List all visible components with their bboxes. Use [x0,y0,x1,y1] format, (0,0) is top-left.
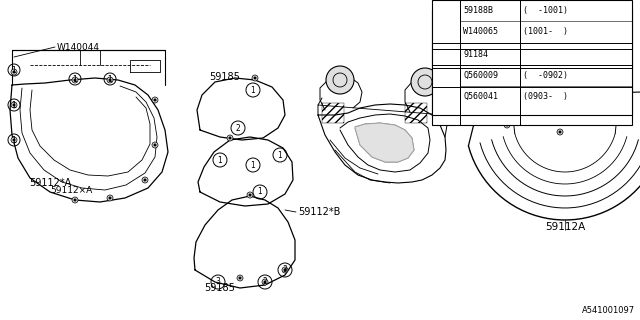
Circle shape [109,197,111,199]
Circle shape [13,71,15,73]
Circle shape [504,87,510,93]
Circle shape [411,68,439,96]
Text: 1: 1 [598,41,602,50]
Text: 59112A: 59112A [545,222,585,232]
Circle shape [227,135,233,141]
Circle shape [13,104,15,106]
Text: 59112*A: 59112*A [29,178,71,188]
Circle shape [504,122,510,128]
Circle shape [11,102,17,108]
Circle shape [142,177,148,183]
Circle shape [13,139,15,141]
Circle shape [264,281,266,283]
Circle shape [574,34,576,36]
Text: (1001-  ): (1001- ) [523,27,568,36]
Circle shape [517,9,523,15]
Circle shape [152,97,158,103]
Circle shape [557,129,563,135]
Text: 1: 1 [251,161,255,170]
Text: 1: 1 [108,75,113,84]
Circle shape [72,77,78,83]
Circle shape [519,11,521,13]
Circle shape [572,32,578,38]
Text: Q560009: Q560009 [463,70,498,79]
Circle shape [109,79,111,81]
Circle shape [609,44,611,46]
Circle shape [249,194,252,196]
Circle shape [72,197,78,203]
Text: (  -0902): ( -0902) [523,70,568,79]
Text: 59188B: 59188B [463,5,493,14]
Text: 2: 2 [444,50,449,59]
Text: 1: 1 [251,85,255,94]
Circle shape [511,54,513,56]
Text: 1: 1 [12,66,17,75]
Text: 59112×A: 59112×A [50,186,92,195]
Circle shape [239,277,241,279]
Circle shape [282,267,288,273]
Circle shape [614,109,616,111]
Circle shape [506,124,508,126]
Circle shape [522,19,524,21]
Circle shape [247,192,253,198]
Polygon shape [318,104,446,183]
Text: W140044: W140044 [542,18,585,27]
Bar [432,0,632,115]
Circle shape [559,131,561,133]
Text: 59112*B: 59112*B [298,207,340,217]
Circle shape [107,195,113,201]
Text: 1: 1 [278,150,282,159]
Polygon shape [355,123,414,162]
Circle shape [11,137,17,143]
Text: 1: 1 [72,75,77,84]
Text: 1: 1 [616,74,620,83]
Text: 3: 3 [283,266,287,275]
Text: 2: 2 [262,277,268,286]
Circle shape [11,69,17,75]
Circle shape [107,77,113,83]
Text: W140044: W140044 [57,43,100,52]
Circle shape [520,17,526,23]
Text: (0903-  ): (0903- ) [523,92,568,100]
Circle shape [237,275,243,281]
Circle shape [506,89,508,91]
Circle shape [615,69,621,75]
Text: 1: 1 [444,17,449,26]
Text: W140044: W140044 [539,7,582,17]
Circle shape [152,142,158,148]
Circle shape [326,66,354,94]
Circle shape [154,99,156,101]
Circle shape [154,144,156,146]
Circle shape [509,52,515,58]
Bar [432,10,632,125]
Text: 3: 3 [444,82,449,91]
Circle shape [262,279,268,285]
Circle shape [284,269,286,271]
Circle shape [617,71,620,73]
Text: 1: 1 [218,156,222,164]
Text: Q560041: Q560041 [463,92,498,100]
Circle shape [607,42,613,48]
Text: 3: 3 [216,277,220,286]
Circle shape [144,179,146,181]
Text: 1: 1 [506,76,510,84]
Text: 1: 1 [12,135,17,145]
Text: 1: 1 [258,188,262,196]
Circle shape [254,77,256,79]
Text: 2: 2 [236,124,241,132]
Text: (  -1001): ( -1001) [523,5,568,14]
Text: 59185: 59185 [209,72,241,82]
Text: 1: 1 [12,100,17,109]
Circle shape [229,137,231,139]
Text: W140065: W140065 [463,27,498,36]
Circle shape [252,75,258,81]
Circle shape [74,199,76,201]
Text: 91184: 91184 [463,50,488,59]
Text: A541001097: A541001097 [582,306,635,315]
Circle shape [612,107,618,113]
Text: 1: 1 [536,58,540,67]
Text: 59185: 59185 [205,283,236,293]
Circle shape [74,79,76,81]
